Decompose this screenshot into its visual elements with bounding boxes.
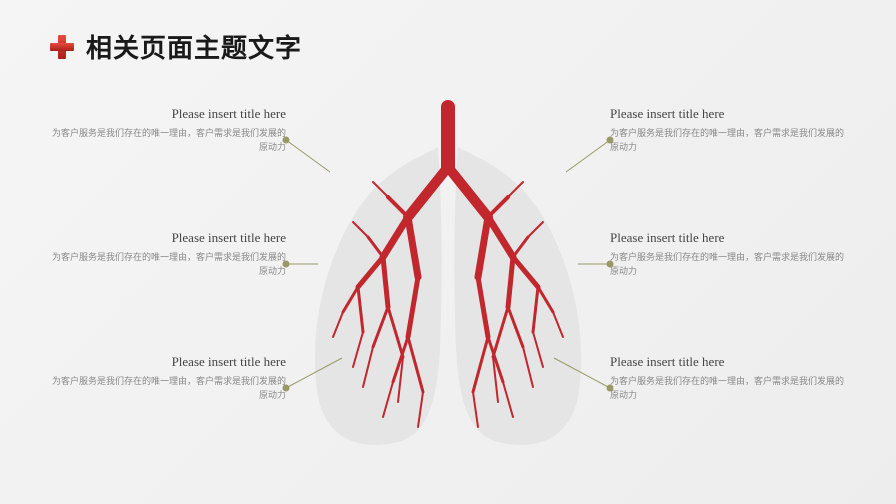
callout-desc: 为客户服务是我们存在的唯一理由，客户需求是我们发展的原动力 — [610, 126, 850, 155]
callout-title: Please insert title here — [610, 106, 850, 122]
medical-cross-icon — [48, 33, 76, 61]
callout-right-bot: Please insert title here 为客户服务是我们存在的唯一理由，… — [610, 354, 850, 403]
callout-left-bot: Please insert title here 为客户服务是我们存在的唯一理由，… — [46, 354, 286, 403]
callout-title: Please insert title here — [610, 230, 850, 246]
page-title: 相关页面主题文字 — [86, 28, 302, 65]
callout-right-top: Please insert title here 为客户服务是我们存在的唯一理由，… — [610, 106, 850, 155]
callout-title: Please insert title here — [46, 354, 286, 370]
callout-right-mid: Please insert title here 为客户服务是我们存在的唯一理由，… — [610, 230, 850, 279]
slide-header: 相关页面主题文字 — [48, 28, 302, 65]
callout-title: Please insert title here — [46, 106, 286, 122]
callout-desc: 为客户服务是我们存在的唯一理由，客户需求是我们发展的原动力 — [610, 250, 850, 279]
callout-desc: 为客户服务是我们存在的唯一理由，客户需求是我们发展的原动力 — [610, 374, 850, 403]
callout-desc: 为客户服务是我们存在的唯一理由，客户需求是我们发展的原动力 — [46, 374, 286, 403]
callout-title: Please insert title here — [46, 230, 286, 246]
lungs-diagram — [288, 97, 608, 457]
callout-title: Please insert title here — [610, 354, 850, 370]
callout-left-mid: Please insert title here 为客户服务是我们存在的唯一理由，… — [46, 230, 286, 279]
callout-desc: 为客户服务是我们存在的唯一理由，客户需求是我们发展的原动力 — [46, 126, 286, 155]
callout-desc: 为客户服务是我们存在的唯一理由，客户需求是我们发展的原动力 — [46, 250, 286, 279]
callout-left-top: Please insert title here 为客户服务是我们存在的唯一理由，… — [46, 106, 286, 155]
